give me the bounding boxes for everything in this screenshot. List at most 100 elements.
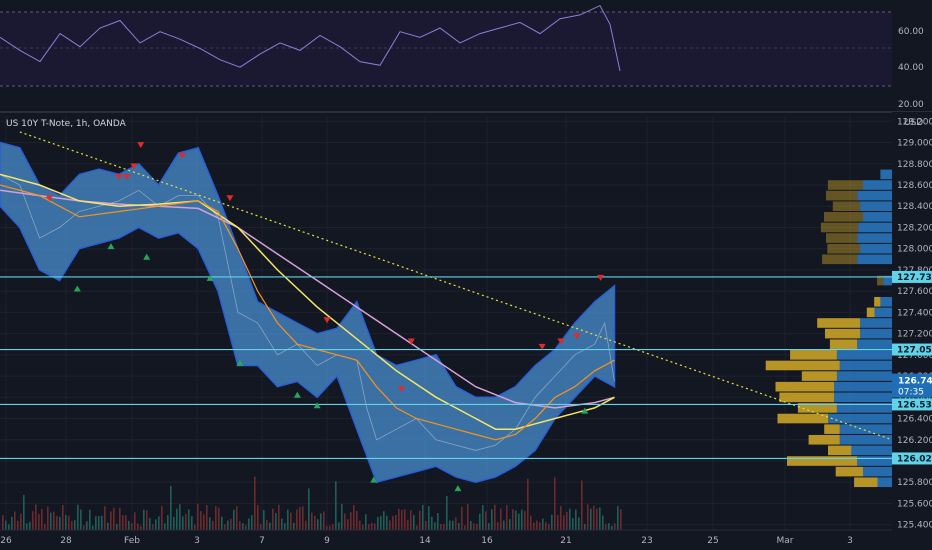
trendline[interactable]: [19, 131, 893, 441]
volume-bar: [605, 523, 607, 530]
price-tick: 126.200: [897, 436, 932, 446]
volume-bar: [440, 523, 442, 530]
volume-bar: [425, 520, 427, 530]
volume-bar: [524, 510, 526, 530]
volume-bar: [119, 507, 121, 530]
vp-sell-bar: [822, 254, 858, 265]
volume-bar: [437, 513, 439, 530]
buy-signal-marker: [206, 274, 214, 281]
price-pane[interactable]: [0, 116, 893, 530]
volume-bar: [161, 506, 163, 530]
vp-sell-bar: [820, 222, 859, 233]
sell-signal-marker: [46, 195, 54, 202]
vp-sell-bar: [877, 275, 884, 286]
vp-sell-bar: [765, 360, 840, 371]
sell-signal-marker: [123, 174, 131, 180]
volume-bar: [23, 494, 25, 530]
volume-bar: [299, 506, 301, 530]
volume-bar: [197, 504, 199, 530]
buy-signal-marker: [370, 476, 378, 483]
volume-bar: [182, 516, 184, 530]
last-price-tag: 126.748 07:35: [892, 373, 932, 398]
time-tick: 3: [847, 536, 853, 546]
time-tick: 25: [707, 536, 718, 546]
volume-bar: [296, 509, 298, 530]
level-tag-bg: [892, 398, 932, 411]
volume-bar: [584, 523, 586, 530]
volume-bar: [11, 516, 13, 530]
volume-bar: [38, 513, 40, 530]
volume-bar: [560, 505, 562, 530]
volume-bar: [434, 522, 436, 530]
vp-sell-bar: [866, 307, 875, 318]
volume-bar: [503, 520, 505, 530]
volume-bar: [407, 519, 409, 530]
level-tag-value: 126.533: [897, 400, 932, 410]
volume-bar: [92, 525, 94, 530]
buy-signal-marker: [454, 485, 462, 492]
sell-signal-marker: [226, 195, 234, 202]
volume-bar: [494, 504, 496, 530]
volume-bar: [86, 521, 88, 530]
time-tick: 23: [641, 536, 652, 546]
rsi-pane[interactable]: 60.00 40.00 20.00: [0, 4, 924, 110]
volume-bar: [35, 504, 37, 530]
time-axis[interactable]: 26 28 Feb 3 7 9 14 16 21 23 25 Mar 3: [0, 529, 932, 550]
vp-buy-bar: [836, 403, 892, 413]
price-tick: 128.200: [897, 223, 932, 233]
volume-bar: [80, 509, 82, 530]
volume-bar: [122, 515, 124, 530]
volume-bar: [245, 525, 247, 530]
price-axis[interactable]: USD 129.200 129.000 128.800 128.600 128.400 1…: [892, 112, 932, 544]
vp-sell-bar: [824, 424, 840, 434]
time-tick-labels: 26 28 Feb 3 7 9 14 16 21 23 25 Mar 3: [0, 536, 853, 546]
volume-bar: [14, 511, 16, 530]
symbol-legend[interactable]: US 10Y T-Note, 1h, OANDA: [6, 119, 127, 129]
volume-bar: [446, 495, 448, 530]
volume-bar: [56, 516, 58, 530]
volume-bar: [29, 521, 31, 530]
time-tick: 21: [560, 536, 571, 546]
volume-bars: [2, 476, 622, 530]
volume-bar: [374, 523, 376, 530]
volume-bar: [317, 519, 319, 530]
vp-buy-bar: [828, 413, 892, 424]
volume-bar: [329, 525, 331, 530]
vp-buy-bar: [860, 201, 892, 212]
horizontal-levels[interactable]: [0, 276, 892, 460]
rsi-tick-60: 60.00: [898, 27, 924, 37]
volume-bar: [578, 517, 580, 530]
volume-bar: [146, 510, 148, 530]
rsi-band-background: [0, 12, 892, 86]
volume-bar: [413, 515, 415, 530]
volume-bar: [554, 477, 556, 530]
volume-bar: [212, 520, 214, 530]
price-tick: 127.800: [897, 266, 932, 276]
last-price-tag-bg: [892, 373, 932, 398]
volume-bar: [230, 518, 232, 530]
volume-bar: [95, 516, 97, 530]
volume-bar: [236, 506, 238, 530]
volume-bar: [173, 516, 175, 530]
volume-bar: [614, 523, 616, 530]
volume-bar: [401, 509, 403, 530]
time-axis-bg: [0, 530, 932, 550]
volume-bar: [386, 515, 388, 530]
volume-bar: [17, 520, 19, 530]
volume-bar: [428, 506, 430, 530]
volume-bar: [368, 524, 370, 530]
volume-bar: [254, 476, 256, 530]
volume-bar: [206, 504, 208, 530]
price-tick: 129.200: [897, 117, 932, 127]
vp-buy-bar: [839, 424, 892, 434]
vp-sell-bar: [775, 381, 834, 392]
volume-bar: [158, 516, 160, 530]
vp-sell-bar: [825, 328, 861, 339]
volume-bar: [383, 511, 385, 530]
volume-bar: [509, 519, 511, 530]
vp-sell-bar: [854, 477, 878, 488]
price-tick: 128.400: [897, 202, 932, 212]
last-price-countdown: 07:35: [898, 388, 924, 398]
volume-bar: [281, 518, 283, 530]
